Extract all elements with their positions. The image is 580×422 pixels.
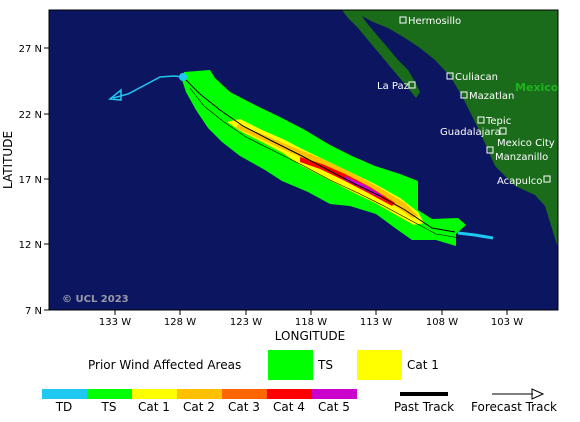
city-label-mexico-city: Mexico City xyxy=(497,138,555,149)
intensity-swatch-cat5 xyxy=(312,389,357,399)
latitude-ticks xyxy=(44,47,49,311)
intensity-label-cat5: Cat 5 xyxy=(318,400,350,414)
legend-label-prior-cat1: Cat 1 xyxy=(407,358,439,372)
intensity-swatch-cat4 xyxy=(267,389,312,399)
lon-tick-label: 108 W xyxy=(426,317,458,328)
city-label-culiacan: Culiacan xyxy=(455,72,498,83)
city-label-hermosillo: Hermosillo xyxy=(408,16,461,27)
copyright-label: © UCL 2023 xyxy=(62,294,129,305)
mexico-mainland xyxy=(352,10,558,248)
intensity-label-cat4: Cat 4 xyxy=(273,400,305,414)
past-track-legend-label: Past Track xyxy=(394,400,454,414)
lat-tick-label: 27 N xyxy=(19,44,42,55)
lon-tick-label: 103 W xyxy=(491,317,523,328)
forecast-track-arrowhead xyxy=(108,88,122,101)
lat-tick-label: 22 N xyxy=(19,110,42,121)
prior-wind-legend-title: Prior Wind Affected Areas xyxy=(88,358,241,372)
city-label-tepic: Tepic xyxy=(485,116,511,127)
intensity-swatch-ts xyxy=(87,389,132,399)
lat-tick-label: 12 N xyxy=(19,240,42,251)
country-label-mexico: Mexico xyxy=(515,81,559,94)
lat-tick-label: 17 N xyxy=(19,175,42,186)
current-position-marker xyxy=(179,73,187,81)
forecast-track-line xyxy=(112,75,185,99)
intensity-label-cat3: Cat 3 xyxy=(228,400,260,414)
lon-tick-label: 128 W xyxy=(164,317,196,328)
intensity-scale xyxy=(42,389,357,399)
legend-swatch-prior-ts xyxy=(268,350,313,380)
lon-tick-label: 123 W xyxy=(230,317,262,328)
intensity-swatch-cat2 xyxy=(177,389,222,399)
intensity-swatch-td xyxy=(42,389,87,399)
city-marker xyxy=(408,81,416,89)
city-marker xyxy=(477,116,485,124)
cat2-band xyxy=(236,124,418,218)
forecast-track-legend-label: Forecast Track xyxy=(471,400,557,414)
intensity-label-cat1: Cat 1 xyxy=(138,400,170,414)
lon-tick-label: 133 W xyxy=(99,317,131,328)
longitude-ticks xyxy=(114,310,508,315)
intensity-swatch-cat3 xyxy=(222,389,267,399)
legend-label-prior-ts: TS xyxy=(317,358,333,372)
intensity-swatch-cat1 xyxy=(132,389,177,399)
city-label-manzanillo: Manzanillo xyxy=(495,152,548,163)
y-axis-title: LATITUDE xyxy=(1,131,15,189)
city-marker xyxy=(460,91,468,99)
city-marker xyxy=(543,175,551,183)
city-markers: Hermosillo Culiacan La Paz Mazatlan Tepi… xyxy=(377,16,555,187)
legend-swatch-prior-cat1 xyxy=(357,350,402,380)
intensity-label-td: TD xyxy=(55,400,73,414)
lon-tick-label: 118 W xyxy=(295,317,327,328)
city-marker xyxy=(499,127,507,135)
baja-california xyxy=(342,10,420,98)
forecast-track-legend-arrowhead xyxy=(531,388,545,400)
city-label-la-paz: La Paz xyxy=(377,81,409,92)
lon-tick-label: 113 W xyxy=(360,317,392,328)
map-frame xyxy=(48,9,559,311)
city-label-guadalajara: Guadalajara xyxy=(440,127,501,138)
city-marker xyxy=(446,72,454,80)
city-label-acapulco: Acapulco xyxy=(497,176,542,187)
city-label-mazatlan: Mazatlan xyxy=(469,91,514,102)
lat-tick-label: 7 N xyxy=(25,306,42,317)
intensity-label-ts: TS xyxy=(101,400,117,414)
intensity-label-cat2: Cat 2 xyxy=(183,400,215,414)
past-track-line-edge xyxy=(189,87,461,239)
city-marker xyxy=(486,146,494,154)
city-marker xyxy=(399,16,407,24)
td-track-east xyxy=(457,231,494,240)
x-axis-title: LONGITUDE xyxy=(275,329,345,343)
past-track-line xyxy=(185,79,456,233)
